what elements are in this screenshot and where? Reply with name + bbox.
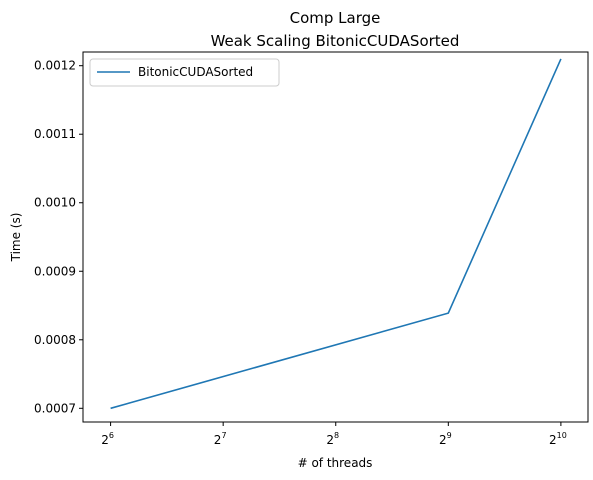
x-axis-ticks: 26 27 28 29 210 [101, 422, 567, 447]
x-axis-label: # of threads [298, 456, 373, 470]
y-tick-label: 0.0012 [34, 59, 76, 73]
y-tick-label: 0.0007 [34, 401, 76, 415]
chart-title: Comp Large [290, 9, 381, 27]
y-tick-label: 0.0009 [34, 264, 76, 278]
legend-label: BitonicCUDASorted [138, 65, 253, 79]
legend-box [89, 58, 280, 87]
x-tick-label: 29 [439, 431, 452, 447]
y-axis-ticks: 0.0007 0.0008 0.0009 0.0010 0.0011 0.0012 [34, 59, 83, 415]
x-tick-label: 26 [101, 431, 114, 447]
x-tick-label: 27 [214, 431, 227, 447]
series-line-bitoniccudasorted [110, 58, 562, 410]
y-axis-label: Time (s) [9, 213, 23, 263]
axes-frame [82, 51, 589, 423]
y-tick-label: 0.0010 [34, 196, 76, 210]
x-tick-label: 28 [326, 431, 339, 447]
legend: BitonicCUDASorted [89, 58, 280, 87]
y-tick-label: 0.0008 [34, 333, 76, 347]
chart-subtitle: Weak Scaling BitonicCUDASorted [211, 32, 460, 50]
x-tick-label: 210 [549, 431, 567, 447]
y-tick-label: 0.0011 [34, 127, 76, 141]
